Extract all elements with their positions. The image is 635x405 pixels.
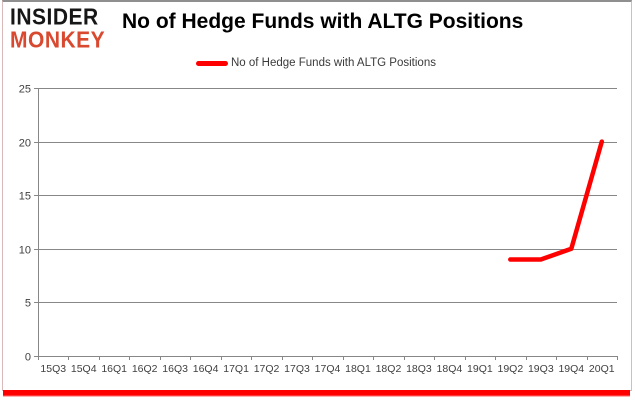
legend-line-swatch	[196, 60, 228, 66]
insider-monkey-logo: INSIDER MONKEY	[10, 4, 106, 53]
svg-text:15Q4: 15Q4	[71, 363, 97, 375]
svg-text:19Q3: 19Q3	[528, 363, 554, 375]
svg-text:16Q3: 16Q3	[162, 363, 188, 375]
svg-text:20Q1: 20Q1	[589, 363, 615, 375]
svg-text:19Q1: 19Q1	[467, 363, 493, 375]
svg-text:16Q2: 16Q2	[132, 363, 158, 375]
svg-text:15: 15	[19, 191, 31, 203]
svg-text:10: 10	[19, 245, 31, 257]
svg-text:17Q3: 17Q3	[284, 363, 310, 375]
logo-text-insider: INSIDER	[10, 4, 99, 30]
svg-text:18Q2: 18Q2	[376, 363, 402, 375]
svg-text:15Q3: 15Q3	[40, 363, 66, 375]
svg-text:0: 0	[25, 352, 31, 364]
legend-label: No of Hedge Funds with ALTG Positions	[231, 57, 436, 69]
svg-text:16Q1: 16Q1	[101, 363, 127, 375]
svg-text:17Q1: 17Q1	[223, 363, 249, 375]
svg-text:5: 5	[25, 298, 31, 310]
logo-text-monkey: MONKEY	[10, 27, 106, 53]
legend: No of Hedge Funds with ALTG Positions	[196, 57, 436, 69]
svg-text:18Q1: 18Q1	[345, 363, 371, 375]
svg-text:20: 20	[19, 138, 31, 150]
svg-text:17Q2: 17Q2	[254, 363, 280, 375]
svg-text:19Q2: 19Q2	[497, 363, 523, 375]
svg-text:16Q4: 16Q4	[193, 363, 219, 375]
bottom-red-bar	[3, 390, 630, 397]
svg-text:18Q3: 18Q3	[406, 363, 432, 375]
svg-text:18Q4: 18Q4	[437, 363, 463, 375]
svg-text:25: 25	[19, 84, 31, 96]
svg-text:17Q4: 17Q4	[315, 363, 341, 375]
chart-title: No of Hedge Funds with ALTG Positions	[122, 10, 524, 33]
svg-text:19Q4: 19Q4	[558, 363, 584, 375]
